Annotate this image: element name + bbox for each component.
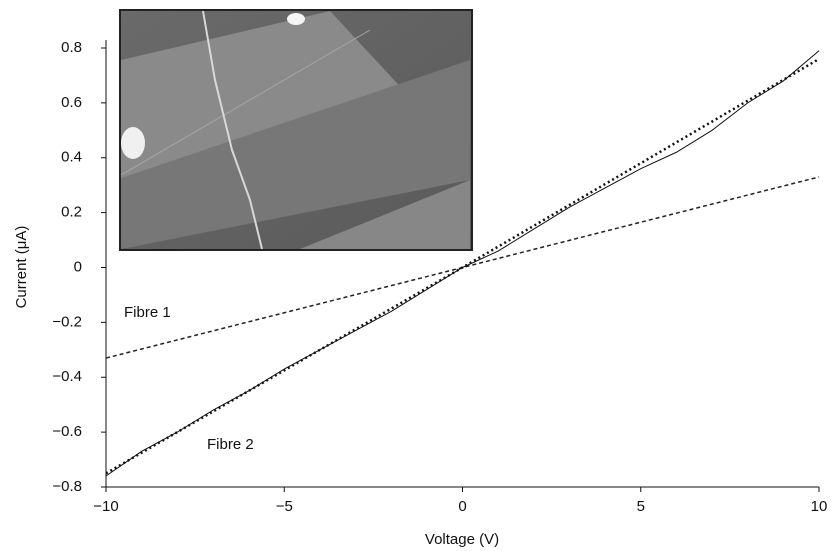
y-tick-label: 0.4 [61, 149, 82, 166]
y-tick-label: 0.6 [61, 94, 82, 111]
x-tick-label: −10 [93, 498, 118, 515]
x-tick-label: 5 [637, 498, 645, 515]
y-tick-label: 0.8 [61, 39, 82, 56]
y-tick-label: −0.6 [52, 423, 82, 440]
y-tick-label: 0.2 [61, 204, 82, 221]
y-tick-label: −0.8 [52, 478, 82, 495]
x-tick-label: −5 [276, 498, 293, 515]
inset-image [119, 9, 473, 251]
x-axis-label: Voltage (V) [425, 531, 499, 548]
y-tick-label: 0 [74, 258, 82, 275]
x-tick-label: 10 [811, 498, 828, 515]
x-tick-label: 0 [458, 498, 466, 515]
annotation: Fibre 1 [124, 304, 171, 321]
y-tick-label: −0.2 [52, 313, 82, 330]
annotation: Fibre 2 [207, 436, 254, 453]
y-tick-label: −0.4 [52, 368, 82, 385]
series-line [105, 57, 820, 475]
y-axis-label: Current (μA) [13, 226, 30, 309]
